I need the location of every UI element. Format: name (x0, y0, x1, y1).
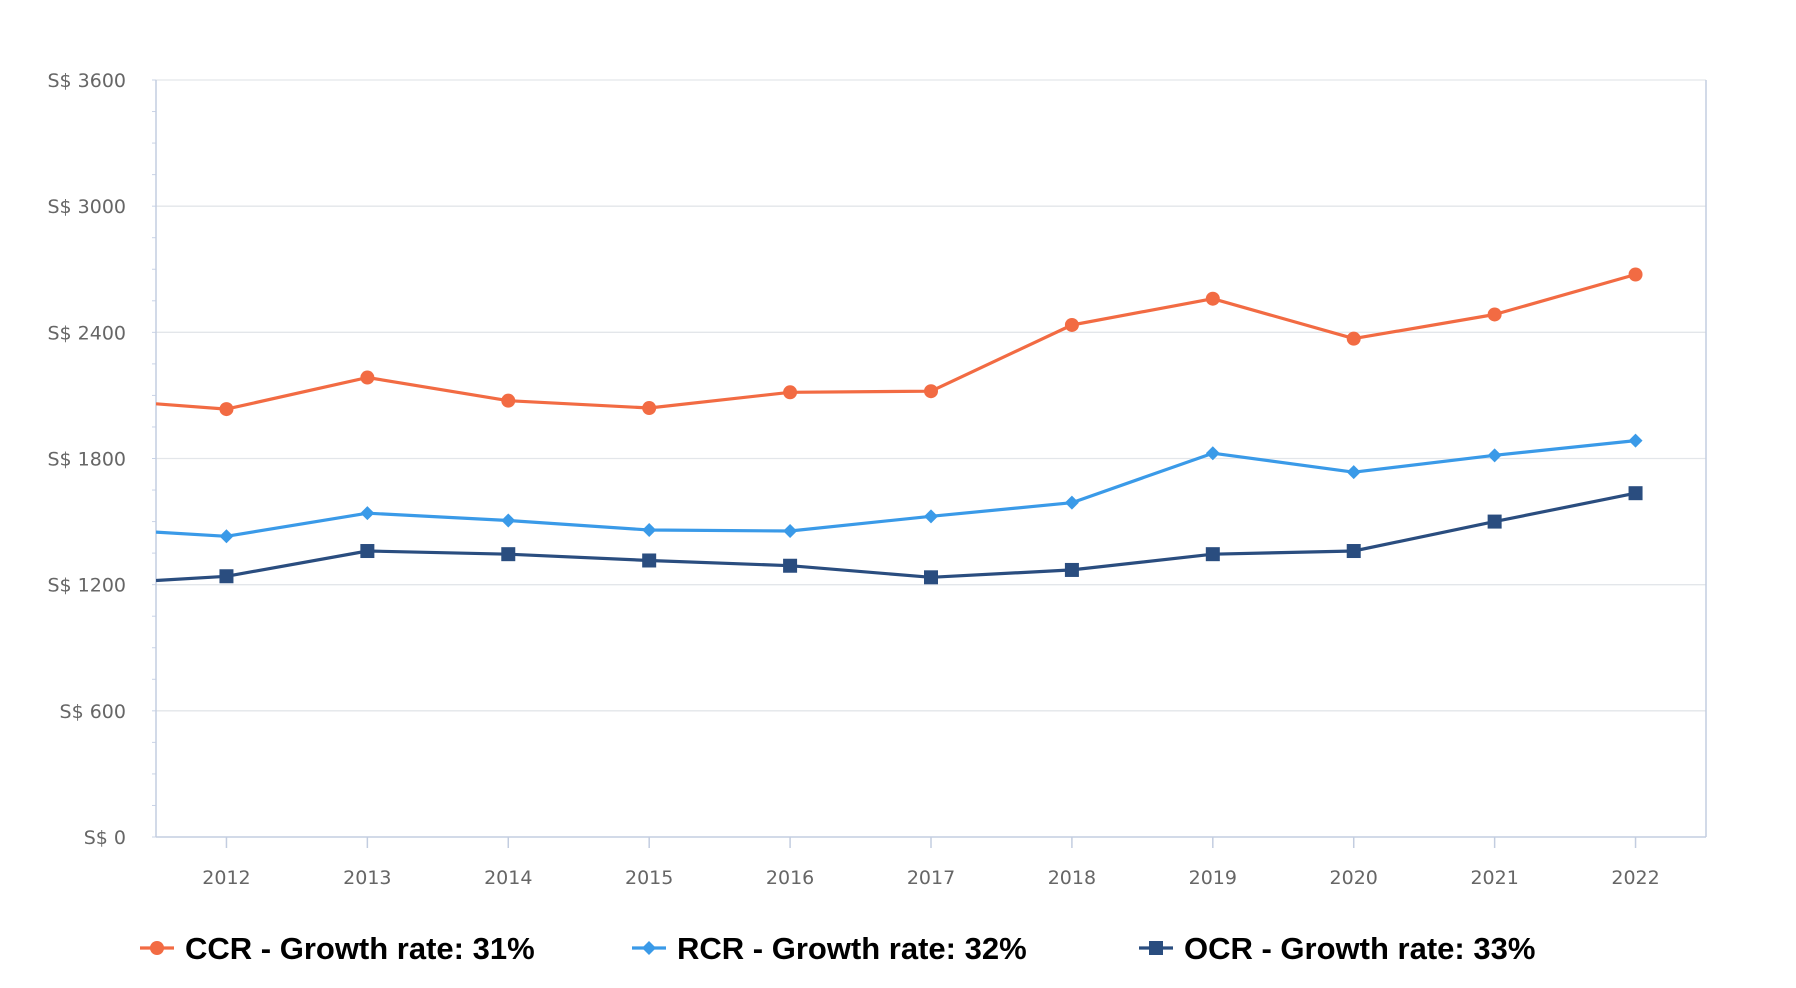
data-point (1205, 446, 1220, 461)
data-point (1064, 495, 1079, 510)
data-point (642, 401, 657, 416)
x-tick-label: 2017 (907, 867, 955, 889)
data-point (501, 393, 516, 408)
data-point (1205, 291, 1220, 306)
legend-marker (1149, 941, 1163, 955)
x-tick-label: 2016 (766, 867, 814, 889)
data-point (1487, 514, 1502, 529)
x-tick-label: 2022 (1611, 867, 1659, 889)
x-tick-label: 2018 (1048, 867, 1096, 889)
data-point (219, 529, 234, 544)
data-point (1205, 547, 1220, 562)
x-tick-label: 2013 (343, 867, 391, 889)
data-point (1628, 267, 1643, 282)
data-point (1064, 562, 1079, 577)
data-point (1346, 331, 1361, 346)
x-tick-label: 2020 (1330, 867, 1378, 889)
y-tick-label: S$ 3000 (47, 196, 126, 218)
data-point (924, 570, 938, 585)
data-point (1628, 486, 1643, 501)
data-point (642, 522, 657, 537)
axis-layer: S$ 0 S$ 600 S$ 1200 S$ 1800 S$ 2400 S$ 3000 S$… (47, 70, 1707, 889)
series-0 (156, 267, 1643, 417)
series-line-0 (156, 272, 1636, 411)
data-point (1487, 448, 1502, 463)
y-tick-label: S$ 0 (84, 827, 126, 849)
series-line-1 (156, 439, 1636, 538)
series-layer (156, 267, 1643, 585)
y-tick-label: S$ 1800 (47, 449, 126, 471)
legend-label: CCR - Growth rate: 31% (185, 931, 535, 966)
series-1 (156, 433, 1643, 544)
legend-marker (642, 941, 656, 955)
data-point (1064, 317, 1079, 332)
legend-item-2: OCR - Growth rate: 33% (1139, 931, 1535, 966)
y-tick-label: S$ 600 (60, 701, 126, 723)
legend-item-1: RCR - Growth rate: 32% (632, 931, 1027, 966)
series-2 (156, 486, 1643, 585)
legend-label: RCR - Growth rate: 32% (677, 931, 1027, 966)
data-point (1346, 544, 1361, 559)
data-point (783, 558, 798, 573)
data-point (1487, 307, 1502, 322)
data-point (501, 513, 516, 528)
data-point (924, 384, 938, 399)
legend-item-0: CCR - Growth rate: 31% (140, 931, 535, 966)
data-point (360, 544, 375, 559)
y-tick-label: S$ 1200 (47, 575, 126, 597)
legend-label: OCR - Growth rate: 33% (1184, 931, 1535, 966)
data-point (783, 385, 798, 400)
data-point (501, 547, 516, 562)
y-tick-label: S$ 2400 (47, 322, 126, 344)
data-point (1346, 465, 1361, 480)
data-point (360, 506, 375, 521)
grid-layer (156, 79, 1706, 712)
data-point (642, 553, 657, 568)
data-point (360, 370, 375, 385)
series-line-2 (156, 491, 1636, 583)
data-point (1628, 433, 1643, 448)
x-tick-label: 2019 (1189, 867, 1237, 889)
data-point (783, 524, 798, 539)
legend-marker (150, 941, 164, 955)
x-tick-label: 2021 (1470, 867, 1518, 889)
y-tick-label: S$ 3600 (47, 70, 126, 92)
data-point (219, 569, 234, 584)
x-tick-label: 2015 (625, 867, 673, 889)
x-tick-label: 2014 (484, 867, 532, 889)
data-point (924, 509, 938, 524)
data-point (219, 402, 234, 417)
x-tick-label: 2012 (202, 867, 250, 889)
legend: CCR - Growth rate: 31% RCR - Growth rate:… (140, 931, 1535, 966)
